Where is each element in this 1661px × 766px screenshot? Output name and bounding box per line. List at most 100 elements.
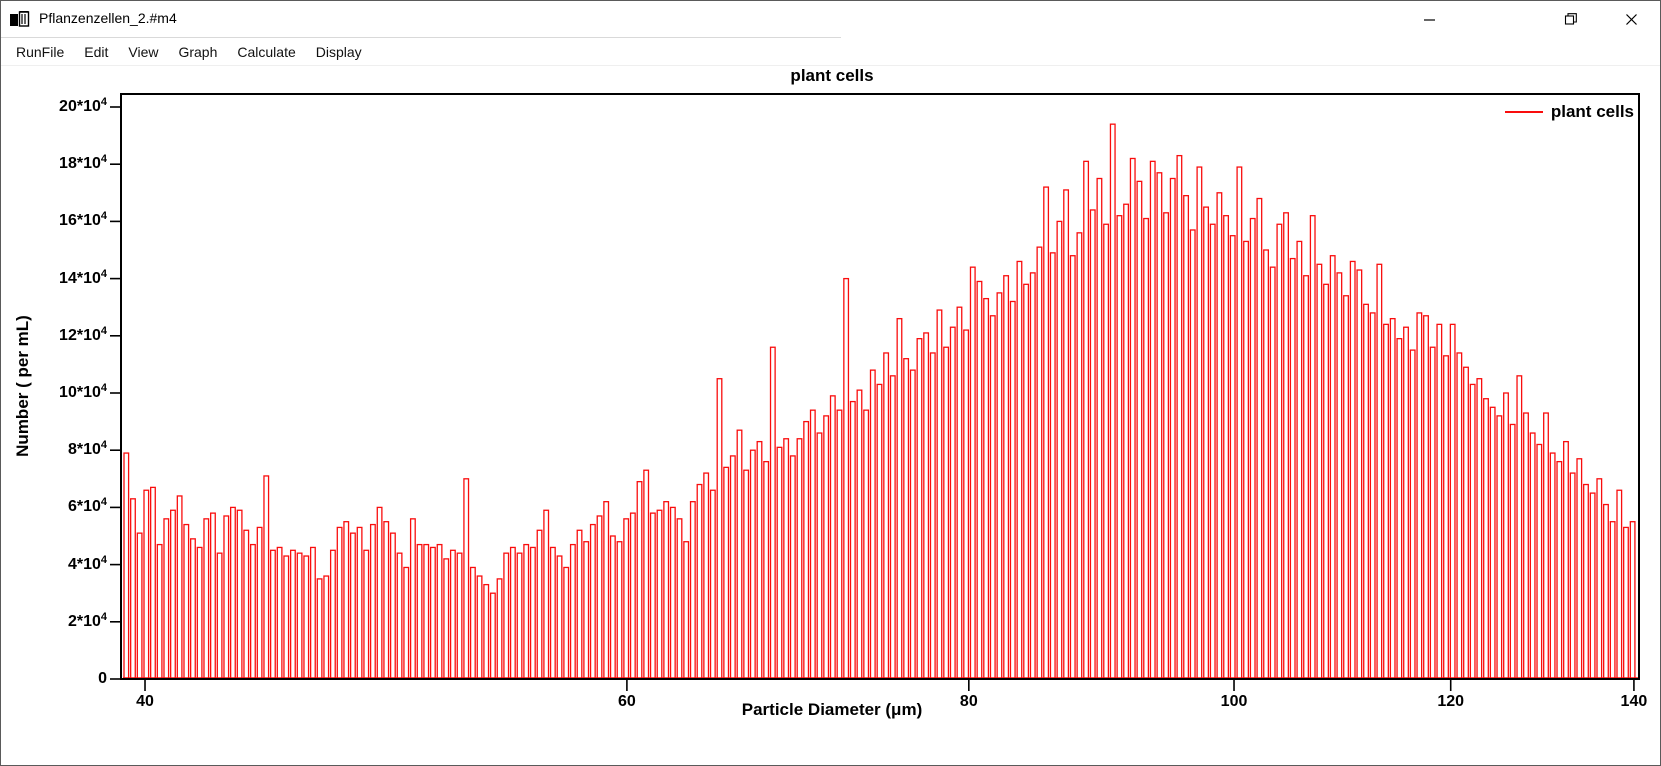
- bar: [1503, 392, 1509, 680]
- bar: [769, 346, 776, 680]
- bar: [989, 315, 996, 680]
- bar: [336, 526, 343, 680]
- bar: [1416, 312, 1423, 680]
- bar: [1396, 338, 1403, 680]
- bar: [196, 546, 203, 680]
- bar: [1049, 252, 1056, 680]
- bar: [1623, 526, 1629, 680]
- bar: [869, 369, 876, 680]
- bar: [1263, 249, 1269, 680]
- x-tick-label: 120: [1437, 693, 1465, 710]
- bar: [429, 546, 436, 680]
- bar: [1316, 263, 1323, 680]
- bar: [1456, 352, 1463, 680]
- menu-item-graph[interactable]: Graph: [178, 43, 218, 60]
- bar: [236, 509, 243, 680]
- bar: [209, 512, 216, 680]
- bar: [463, 478, 470, 680]
- bar: [969, 266, 976, 680]
- bar: [809, 409, 816, 680]
- chart-title: plant cells: [790, 66, 874, 85]
- bar: [496, 578, 503, 680]
- y-tick-label: 12*104: [59, 324, 107, 344]
- bar: [1123, 203, 1130, 680]
- bar: [1249, 217, 1256, 680]
- bar: [1069, 255, 1076, 680]
- y-tick-label: 2*104: [67, 610, 107, 630]
- bar: [849, 400, 856, 680]
- menu-item-calculate[interactable]: Calculate: [237, 43, 296, 60]
- bar: [856, 389, 863, 680]
- bar: [456, 552, 463, 680]
- bar: [776, 446, 783, 680]
- bar: [1576, 458, 1583, 680]
- bar: [1076, 232, 1083, 680]
- y-tick-label: 0: [98, 670, 107, 687]
- bar: [1109, 123, 1116, 680]
- bar: [1009, 300, 1016, 680]
- bar: [1376, 263, 1383, 680]
- legend: plant cells: [1504, 102, 1634, 122]
- bar: [783, 438, 790, 680]
- bar: [1216, 192, 1223, 680]
- bar: [1423, 315, 1429, 680]
- bar: [703, 472, 710, 680]
- close-button[interactable]: [1608, 3, 1654, 35]
- bar: [1096, 177, 1103, 680]
- bar: [743, 469, 750, 680]
- bar: [1596, 478, 1603, 680]
- bar: [1356, 269, 1363, 680]
- bar: [383, 521, 390, 680]
- bar: [1283, 212, 1289, 680]
- bar: [1149, 160, 1156, 680]
- bar: [1369, 312, 1376, 680]
- bar: [1563, 440, 1569, 680]
- bar: [956, 306, 963, 680]
- bar: [256, 526, 263, 680]
- bar: [609, 535, 616, 680]
- bar: [696, 483, 703, 680]
- menu-item-display[interactable]: Display: [315, 43, 362, 60]
- bar: [789, 455, 796, 680]
- menu-item-view[interactable]: View: [128, 43, 159, 60]
- bar: [1176, 154, 1183, 680]
- bar: [676, 518, 683, 680]
- bar: [183, 523, 190, 680]
- bar: [1509, 423, 1516, 680]
- bar: [663, 501, 670, 680]
- minimize-button[interactable]: [1406, 3, 1452, 35]
- bar: [603, 501, 610, 680]
- bar: [583, 541, 590, 680]
- x-tick-label: 80: [959, 693, 978, 710]
- bar: [1256, 197, 1263, 680]
- bar: [123, 452, 130, 680]
- bar: [509, 546, 516, 680]
- x-tick-label: 40: [136, 693, 154, 710]
- bar: [1243, 240, 1249, 680]
- bar: [1229, 235, 1236, 680]
- bar: [396, 552, 403, 680]
- bar: [1383, 323, 1389, 680]
- menu-item-runfile[interactable]: RunFile: [16, 43, 65, 60]
- bar: [1043, 186, 1050, 680]
- bar: [469, 566, 476, 680]
- bar: [483, 583, 490, 680]
- y-tick-label: 14*104: [59, 267, 107, 287]
- restore-button[interactable]: [1548, 3, 1594, 35]
- bar: [476, 575, 483, 680]
- bar: [216, 552, 223, 680]
- bar: [170, 509, 176, 680]
- bar: [436, 543, 443, 680]
- bar: [669, 506, 676, 680]
- bar: [556, 555, 563, 680]
- bar: [356, 526, 363, 680]
- bar: [503, 552, 510, 680]
- bar: [1483, 398, 1489, 680]
- menu-item-edit[interactable]: Edit: [84, 43, 109, 60]
- bar: [796, 438, 803, 680]
- bar: [349, 532, 356, 680]
- bar: [1536, 443, 1543, 680]
- y-tick-label: 6*104: [67, 496, 107, 516]
- bar: [1429, 346, 1436, 680]
